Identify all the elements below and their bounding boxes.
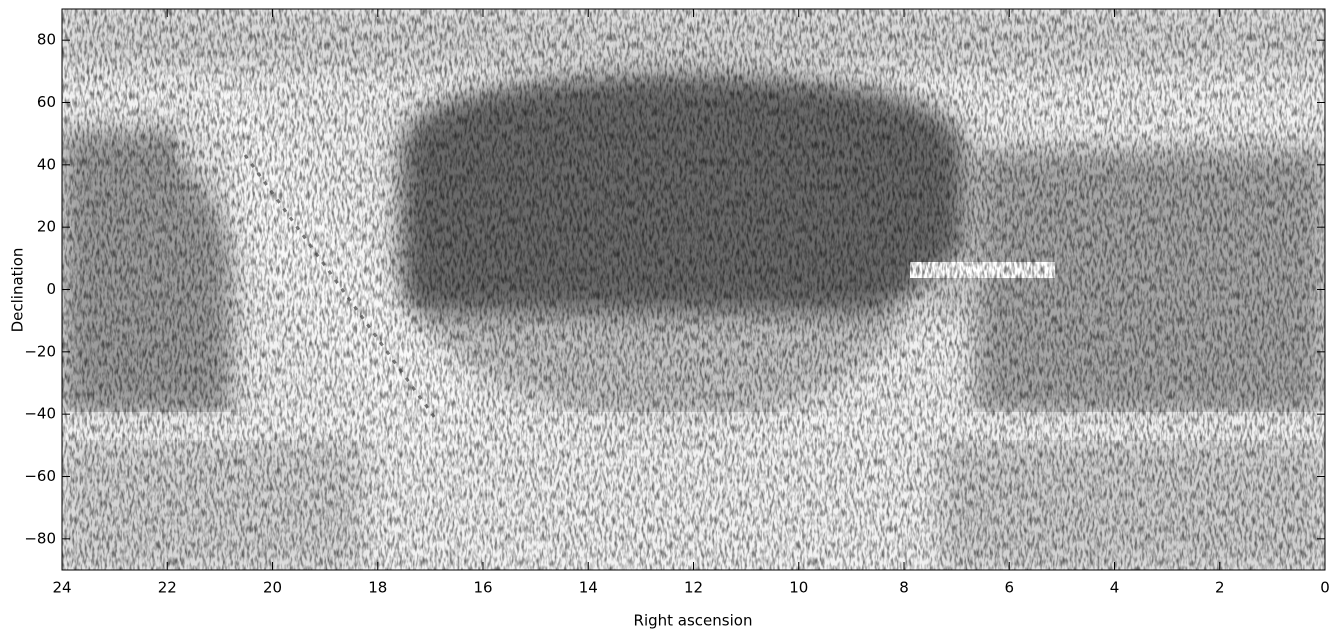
y-tick-label: −40: [24, 405, 56, 423]
y-tick-label: 0: [46, 280, 56, 298]
sky-image: [62, 9, 1325, 570]
y-tick-label: 60: [37, 93, 56, 111]
x-axis-label: Right ascension: [634, 612, 753, 630]
y-tick-label: −20: [24, 342, 56, 360]
x-tick-label: 0: [1320, 579, 1330, 597]
x-tick-label: 14: [579, 579, 598, 597]
y-tick-label: 40: [37, 155, 56, 173]
x-tick-label: 16: [473, 579, 492, 597]
x-tick-label: 22: [158, 579, 177, 597]
y-tick-label: 20: [37, 218, 56, 236]
x-tick-label: 18: [368, 579, 387, 597]
y-axis-label: Declination: [9, 248, 27, 333]
x-tick-label: 20: [263, 579, 282, 597]
x-tick-label: 24: [52, 579, 71, 597]
x-tick-label: 2: [1215, 579, 1225, 597]
y-tick-label: 80: [37, 31, 56, 49]
x-tick-label: 6: [1004, 579, 1014, 597]
y-tick-label: −80: [24, 529, 56, 547]
x-tick-label: 4: [1110, 579, 1120, 597]
x-tick-label: 10: [789, 579, 808, 597]
x-tick-label: 8: [899, 579, 909, 597]
y-tick-label: −60: [24, 467, 56, 485]
x-tick-label: 12: [684, 579, 703, 597]
